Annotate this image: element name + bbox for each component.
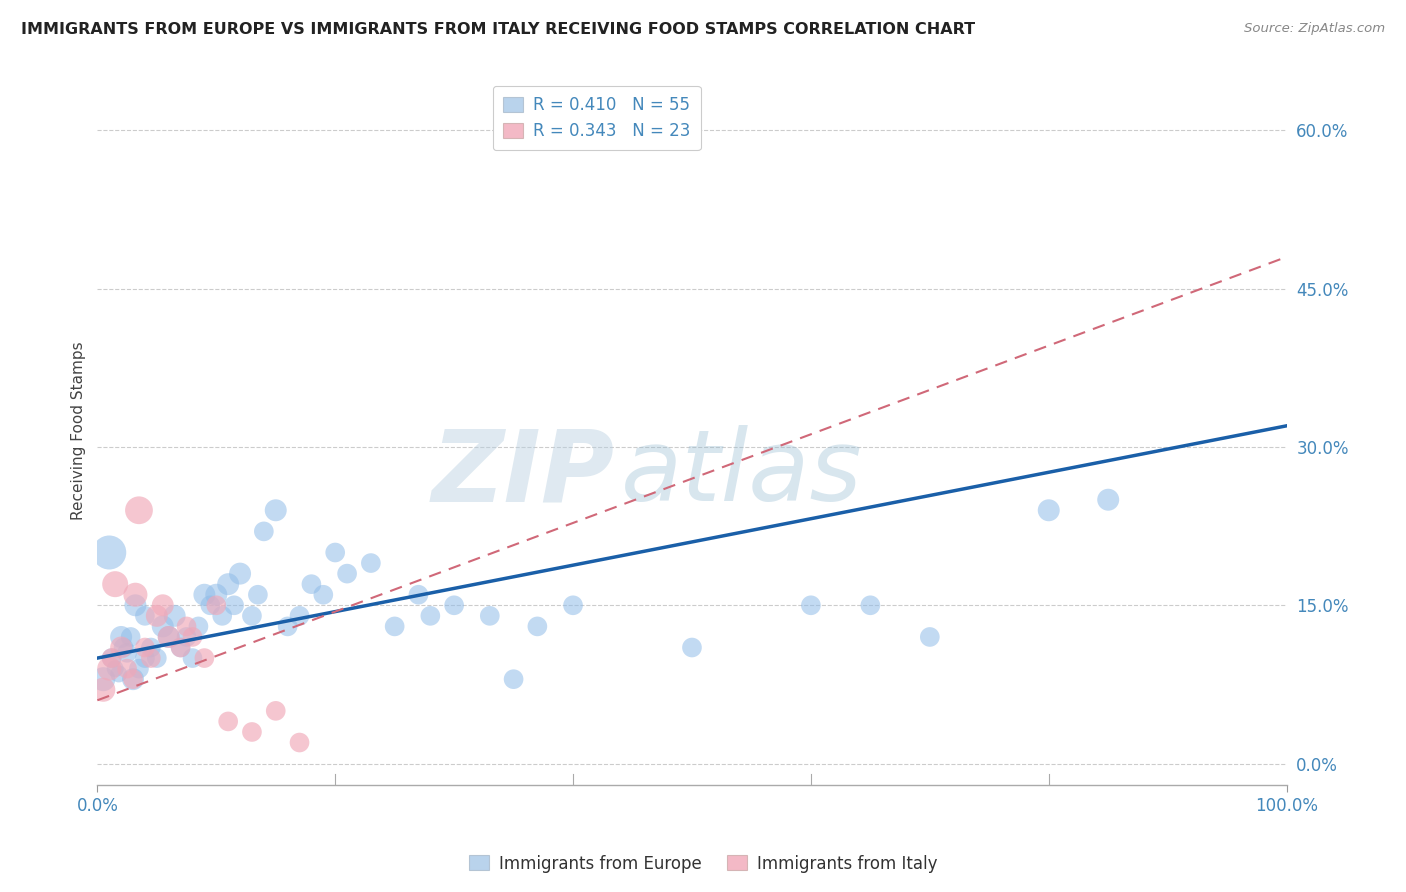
Point: [211, 608, 233, 623]
Point: [193, 651, 215, 665]
Point: [120, 630, 142, 644]
Point: [181, 630, 204, 644]
Legend: R = 0.410   N = 55, R = 0.343   N = 23: R = 0.410 N = 55, R = 0.343 N = 23: [494, 86, 700, 150]
Point: [122, 672, 145, 686]
Point: [122, 672, 145, 686]
Point: [100, 651, 122, 665]
Point: [800, 599, 823, 613]
Point: [107, 667, 129, 681]
Point: [124, 599, 146, 613]
Point: [246, 588, 269, 602]
Point: [299, 577, 322, 591]
Point: [146, 608, 169, 623]
Point: [360, 556, 382, 570]
Point: [146, 651, 169, 665]
Point: [115, 646, 138, 660]
Point: [264, 704, 287, 718]
Point: [200, 599, 222, 613]
Point: [157, 630, 180, 644]
Point: [98, 662, 121, 676]
Point: [323, 545, 346, 559]
Point: [98, 545, 121, 559]
Point: [240, 608, 263, 623]
Point: [478, 608, 501, 623]
Point: [157, 630, 180, 644]
Point: [112, 640, 135, 655]
Point: [104, 577, 127, 591]
Point: [152, 599, 174, 613]
Text: atlas: atlas: [620, 425, 862, 522]
Point: [139, 640, 162, 655]
Point: [205, 588, 228, 602]
Point: [110, 640, 132, 655]
Point: [152, 619, 174, 633]
Point: [419, 608, 441, 623]
Point: [526, 619, 548, 633]
Y-axis label: Receiving Food Stamps: Receiving Food Stamps: [72, 342, 86, 520]
Point: [1038, 503, 1060, 517]
Point: [1097, 492, 1119, 507]
Point: [253, 524, 276, 539]
Point: [100, 651, 122, 665]
Point: [205, 599, 228, 613]
Point: [288, 735, 311, 749]
Point: [277, 619, 299, 633]
Point: [408, 588, 430, 602]
Point: [128, 662, 150, 676]
Point: [134, 608, 156, 623]
Point: [193, 588, 215, 602]
Point: [124, 588, 146, 602]
Point: [128, 503, 150, 517]
Point: [229, 566, 252, 581]
Point: [443, 599, 465, 613]
Text: Source: ZipAtlas.com: Source: ZipAtlas.com: [1244, 22, 1385, 36]
Point: [312, 588, 335, 602]
Point: [91, 682, 114, 697]
Point: [217, 577, 239, 591]
Point: [134, 651, 156, 665]
Point: [859, 599, 882, 613]
Legend: Immigrants from Europe, Immigrants from Italy: Immigrants from Europe, Immigrants from …: [463, 848, 943, 880]
Point: [176, 630, 198, 644]
Point: [115, 662, 138, 676]
Text: IMMIGRANTS FROM EUROPE VS IMMIGRANTS FROM ITALY RECEIVING FOOD STAMPS CORRELATIO: IMMIGRANTS FROM EUROPE VS IMMIGRANTS FRO…: [21, 22, 976, 37]
Point: [91, 672, 114, 686]
Point: [681, 640, 703, 655]
Point: [110, 630, 132, 644]
Point: [562, 599, 585, 613]
Point: [217, 714, 239, 729]
Point: [139, 651, 162, 665]
Point: [384, 619, 406, 633]
Point: [224, 599, 246, 613]
Point: [169, 640, 191, 655]
Point: [176, 619, 198, 633]
Point: [169, 640, 191, 655]
Point: [240, 725, 263, 739]
Point: [163, 608, 186, 623]
Point: [134, 640, 156, 655]
Point: [187, 619, 209, 633]
Point: [181, 651, 204, 665]
Point: [918, 630, 941, 644]
Point: [288, 608, 311, 623]
Point: [264, 503, 287, 517]
Point: [104, 662, 127, 676]
Point: [336, 566, 359, 581]
Point: [502, 672, 524, 686]
Text: ZIP: ZIP: [432, 425, 614, 522]
